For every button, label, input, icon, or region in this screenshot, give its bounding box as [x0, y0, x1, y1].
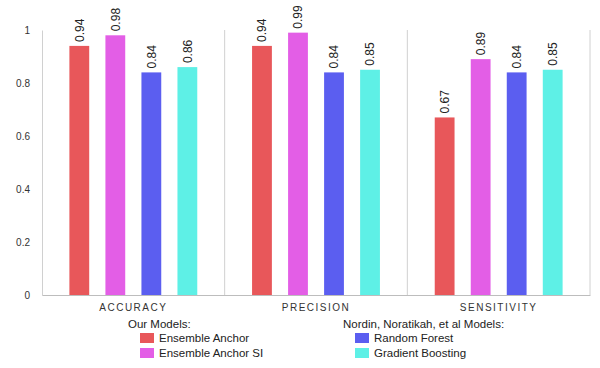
y-axis-line: [42, 31, 43, 296]
series: [177, 67, 562, 295]
y-tick-label: 0.4: [16, 184, 30, 195]
y-tick: 0.4: [16, 184, 42, 195]
bar: [141, 72, 161, 295]
y-tick: 1: [24, 25, 42, 36]
data-label: 0.84: [510, 45, 524, 69]
plot: 0 0.2 0.4 0.6 0.8 1 ACCURACY PRECISION SENSITIVI…: [16, 5, 590, 313]
x-tick-label: PRECISION: [282, 302, 351, 313]
separator: [590, 30, 591, 295]
y-tick-label: 0: [24, 290, 30, 301]
bar: [177, 67, 197, 295]
x-tick: ACCURACY: [99, 295, 167, 313]
legend-entry: Ensemble Anchor SI: [159, 347, 263, 359]
separator: [224, 30, 225, 295]
data-label: 0.94: [73, 18, 87, 42]
y-tick-label: 1: [24, 25, 30, 36]
data-label: 0.85: [546, 42, 560, 66]
series: [141, 72, 526, 295]
y-tick: 0.6: [16, 131, 42, 142]
y-tick-label: 0.6: [16, 131, 30, 142]
y-tick: 0: [24, 290, 42, 301]
bar: [360, 70, 380, 295]
data-label: 0.84: [327, 45, 341, 69]
bar: [471, 59, 491, 295]
y-axis: 0 0.2 0.4 0.6 0.8 1: [16, 25, 42, 301]
data-label: 0.94: [255, 18, 269, 42]
data-labels: 0.94 0.94 0.67 0.98 0.99 0.89 0.84 0.84 0.84 0.86…: [73, 5, 560, 113]
legend-title: Our Models:: [128, 318, 191, 330]
data-label: 0.86: [181, 39, 195, 63]
bar: [252, 46, 272, 295]
legend-entry: Random Forest: [374, 332, 454, 344]
bar: [435, 117, 455, 295]
bars: [69, 33, 562, 295]
bar: [543, 70, 563, 295]
bar: [507, 72, 527, 295]
x-axis-line: [43, 295, 591, 296]
x-tick-label: SENSITIVITY: [460, 302, 538, 313]
legend: Our Models: Ensemble Anchor Ensemble Ancho…: [128, 318, 504, 359]
legend-swatch: [355, 333, 369, 343]
chart: 0 0.2 0.4 0.6 0.8 1 ACCURACY PRECISION SENSITIVI…: [0, 0, 600, 368]
data-label: 0.67: [438, 90, 452, 114]
series: [69, 46, 454, 295]
data-label: 0.84: [145, 45, 159, 69]
data-label: 0.99: [291, 5, 305, 29]
data-label: 0.98: [109, 8, 123, 32]
separator: [407, 30, 408, 295]
data-label: 0.89: [474, 31, 488, 55]
y-tick: 0.2: [16, 237, 42, 248]
bar: [69, 46, 89, 295]
legend-title: Nordin, Noratikah, et al Models:: [343, 318, 504, 330]
legend-swatch: [140, 333, 154, 343]
bar: [105, 35, 125, 295]
y-tick: 0.8: [16, 78, 42, 89]
x-tick-label: ACCURACY: [99, 302, 167, 313]
series: [105, 33, 490, 295]
legend-entry: Ensemble Anchor: [159, 332, 249, 344]
y-tick-label: 0.8: [16, 78, 30, 89]
bar: [288, 33, 308, 295]
x-axis: ACCURACY PRECISION SENSITIVITY: [43, 295, 591, 313]
legend-swatch: [355, 348, 369, 358]
bar: [324, 72, 344, 295]
legend-swatch: [140, 348, 154, 358]
x-tick: SENSITIVITY: [460, 295, 538, 313]
data-label: 0.85: [363, 42, 377, 66]
y-tick-label: 0.2: [16, 237, 30, 248]
separators: [225, 30, 590, 295]
x-tick: PRECISION: [282, 295, 351, 313]
legend-entry: Gradient Boosting: [374, 347, 466, 359]
